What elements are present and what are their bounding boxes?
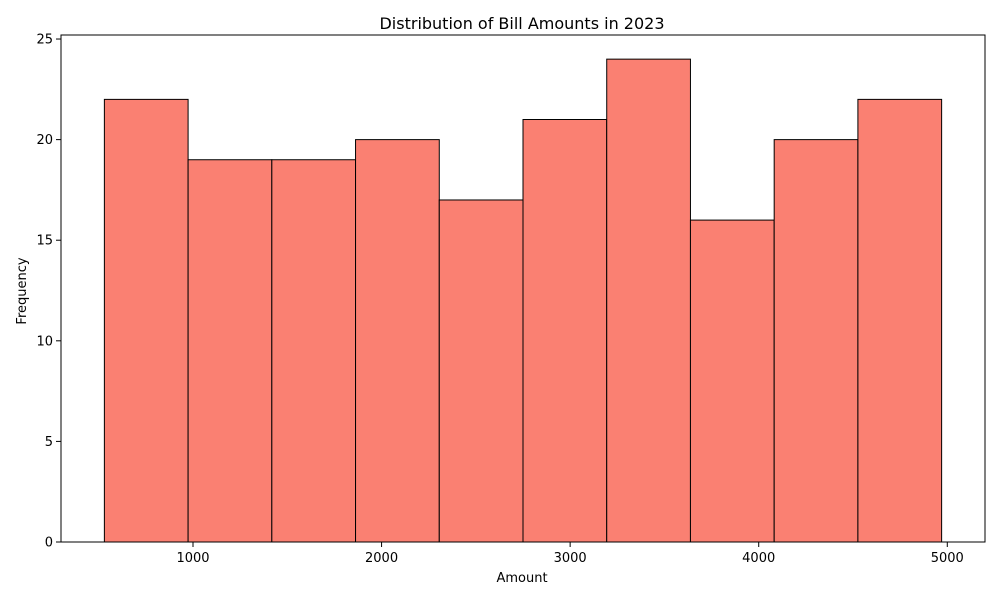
- y-tick-label: 10: [36, 334, 53, 349]
- histogram-bar: [438, 199, 524, 543]
- x-tick-label: 5000: [931, 551, 964, 566]
- x-tick-label: 3000: [554, 551, 587, 566]
- bars-group: [103, 58, 943, 543]
- histogram-bar: [522, 119, 608, 543]
- histogram-bar: [187, 159, 273, 543]
- y-tick-label: 20: [36, 133, 53, 148]
- histogram-bar: [355, 139, 440, 543]
- y-tick-label: 15: [36, 234, 53, 249]
- histogram-bar: [606, 58, 691, 543]
- plot-frame: [60, 34, 986, 543]
- y-tick-label: 25: [36, 33, 53, 48]
- histogram-bar: [689, 219, 775, 543]
- x-tick-label: 4000: [742, 551, 775, 566]
- histogram-bar: [103, 98, 189, 543]
- histogram-bar: [773, 139, 859, 543]
- y-tick-label: 0: [45, 536, 53, 551]
- x-axis-title: Amount: [496, 571, 547, 586]
- x-axis: 1000 2000 3000 4000 5000: [176, 542, 964, 566]
- chart-title: Distribution of Bill Amounts in 2023: [379, 14, 664, 33]
- x-tick-label: 1000: [176, 551, 209, 566]
- histogram-bar: [857, 98, 943, 543]
- y-axis: 0 5 10 15 20 25: [36, 33, 61, 551]
- y-tick-label: 5: [45, 435, 53, 450]
- histogram-bar: [271, 159, 357, 543]
- x-tick-label: 2000: [365, 551, 398, 566]
- y-axis-title: Frequency: [15, 257, 30, 324]
